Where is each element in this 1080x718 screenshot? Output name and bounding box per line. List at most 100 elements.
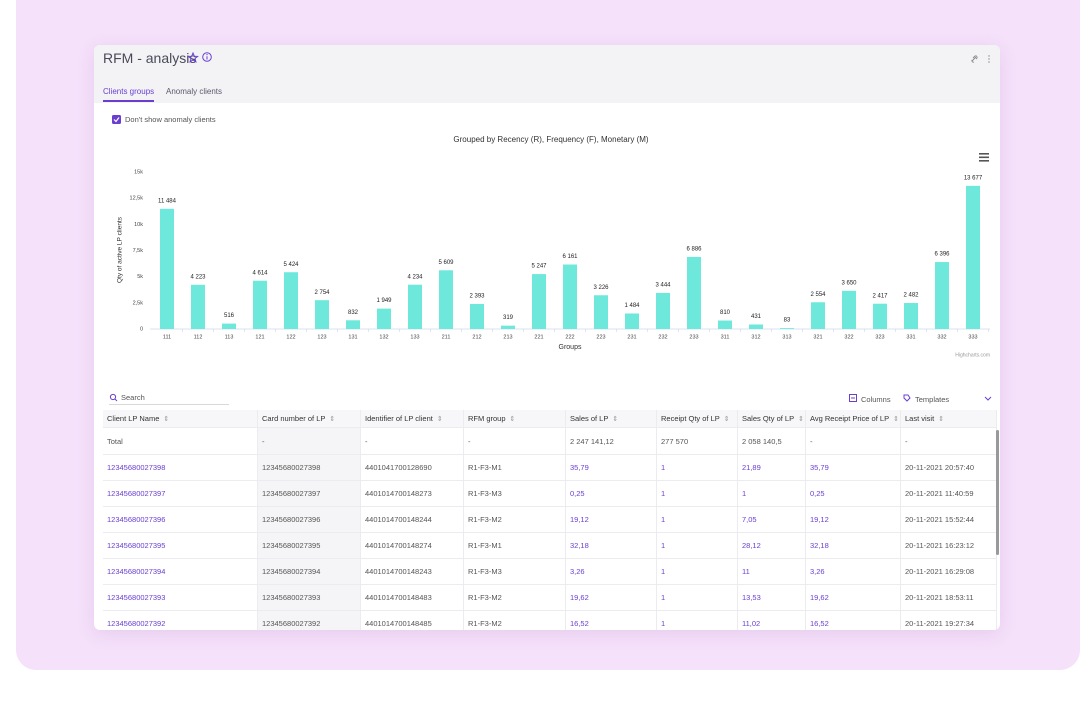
column-header[interactable]: Identifier of LP client xyxy=(361,410,464,428)
table-cell[interactable]: 12345680027395 xyxy=(103,533,258,559)
table-cell: 2 058 140,5 xyxy=(738,428,806,455)
checkbox[interactable] xyxy=(112,115,121,124)
table-cell: 12345680027396 xyxy=(258,507,361,533)
columns-button[interactable]: Columns xyxy=(861,395,891,404)
expand-icon[interactable] xyxy=(984,396,992,402)
table-cell: R1-F3-M1 xyxy=(464,533,566,559)
table-cell[interactable]: 12345680027398 xyxy=(103,455,258,481)
table-cell: 20-11-2021 20:57:40 xyxy=(901,455,997,481)
search-placeholder: Search xyxy=(121,393,145,402)
table-cell: - xyxy=(361,428,464,455)
table-cell[interactable]: 28,12 xyxy=(738,533,806,559)
table-cell[interactable]: 1 xyxy=(657,533,738,559)
table-cell: 4401014700148483 xyxy=(361,585,464,611)
card: RFM - analysis Clients groups Anomaly cl… xyxy=(94,45,1000,630)
table-cell[interactable]: 21,89 xyxy=(738,455,806,481)
table-cell: 277 570 xyxy=(657,428,738,455)
table-cell: R1-F3-M3 xyxy=(464,481,566,507)
top-bar xyxy=(94,45,1000,103)
table-cell[interactable]: 0,25 xyxy=(806,481,901,507)
table-cell[interactable]: 1 xyxy=(657,455,738,481)
tab[interactable]: Anomaly clients xyxy=(166,87,223,96)
column-header[interactable]: Sales of LP xyxy=(566,410,657,428)
page-title: RFM - analysis xyxy=(103,50,197,66)
table-cell: R1-F3-M1 xyxy=(464,455,566,481)
table-cell: R1-F3-M2 xyxy=(464,611,566,630)
table-cell: 2 247 141,12 xyxy=(566,428,657,455)
table-cell: 4401014700148485 xyxy=(361,611,464,630)
table-cell: 20-11-2021 16:29:08 xyxy=(901,559,997,585)
table-cell[interactable]: 35,79 xyxy=(806,455,901,481)
column-header[interactable]: Receipt Qty of LP xyxy=(657,410,738,428)
table-cell: 12345680027395 xyxy=(258,533,361,559)
table-cell: - xyxy=(806,428,901,455)
table-cell[interactable]: 32,18 xyxy=(566,533,657,559)
table-cell: 20-11-2021 18:53:11 xyxy=(901,585,997,611)
table-cell[interactable]: 19,62 xyxy=(806,585,901,611)
templates-button[interactable]: Templates xyxy=(915,395,950,404)
table-cell[interactable]: 12345680027396 xyxy=(103,507,258,533)
table-cell: 12345680027392 xyxy=(258,611,361,630)
table-cell: - xyxy=(901,428,997,455)
table-cell: 12345680027394 xyxy=(258,559,361,585)
table-cell[interactable]: 1 xyxy=(657,559,738,585)
table-cell[interactable]: 3,26 xyxy=(566,559,657,585)
table-cell: 4401014700148274 xyxy=(361,533,464,559)
table-cell[interactable]: 16,52 xyxy=(566,611,657,630)
table-cell[interactable]: 32,18 xyxy=(806,533,901,559)
column-header[interactable]: Client LP Name xyxy=(103,410,258,428)
table-cell[interactable]: 19,62 xyxy=(566,585,657,611)
table-cell[interactable]: 16,52 xyxy=(806,611,901,630)
table-cell[interactable]: 1 xyxy=(657,611,738,630)
table-cell: R1-F3-M3 xyxy=(464,559,566,585)
tab[interactable]: Clients groups xyxy=(103,87,155,102)
table-cell[interactable]: 1 xyxy=(657,481,738,507)
table-cell[interactable]: 19,12 xyxy=(566,507,657,533)
table-cell[interactable]: 7,05 xyxy=(738,507,806,533)
table-cell[interactable]: 12345680027397 xyxy=(103,481,258,507)
table-cell: 4401014700148244 xyxy=(361,507,464,533)
table-cell: 20-11-2021 15:52:44 xyxy=(901,507,997,533)
table-cell[interactable]: 11,02 xyxy=(738,611,806,630)
table-cell[interactable]: 0,25 xyxy=(566,481,657,507)
table-cell[interactable]: 1 xyxy=(657,507,738,533)
column-header[interactable]: Avg Receipt Price of LP xyxy=(806,410,901,428)
table-cell[interactable]: 1 xyxy=(738,481,806,507)
columns-icon xyxy=(849,394,857,402)
chart-menu[interactable] xyxy=(979,153,989,162)
search-box[interactable] xyxy=(109,393,229,405)
table-cell[interactable]: 19,12 xyxy=(806,507,901,533)
column-header[interactable]: Sales Qty of LP xyxy=(738,410,806,428)
table-cell: R1-F3-M2 xyxy=(464,507,566,533)
scrollbar[interactable] xyxy=(996,430,999,555)
table-cell[interactable]: 12345680027392 xyxy=(103,611,258,630)
table-cell: 4401041700128690 xyxy=(361,455,464,481)
table-cell[interactable]: 3,26 xyxy=(806,559,901,585)
data-table: Client LP NameCard number of LPIdentifie… xyxy=(103,410,997,630)
table-cell: 20-11-2021 16:23:12 xyxy=(901,533,997,559)
title-icons[interactable] xyxy=(188,52,214,64)
table-cell: Total xyxy=(103,428,258,455)
table-cell[interactable]: 1 xyxy=(657,585,738,611)
table-cell[interactable]: 13,53 xyxy=(738,585,806,611)
table-cell: 4401014700148273 xyxy=(361,481,464,507)
table-cell: R1-F3-M2 xyxy=(464,585,566,611)
table-cell[interactable]: 12345680027393 xyxy=(103,585,258,611)
table-cell: 12345680027398 xyxy=(258,455,361,481)
templates-icon xyxy=(903,394,911,402)
table-cell: 20-11-2021 11:40:59 xyxy=(901,481,997,507)
table-cell[interactable]: 35,79 xyxy=(566,455,657,481)
table-cell: 12345680027393 xyxy=(258,585,361,611)
column-header[interactable]: RFM group xyxy=(464,410,566,428)
table-cell: 4401014700148243 xyxy=(361,559,464,585)
checkbox-label: Don't show anomaly clients xyxy=(125,115,216,124)
table-cell[interactable]: 11 xyxy=(738,559,806,585)
column-header[interactable]: Card number of LP xyxy=(258,410,361,428)
table-cell: - xyxy=(258,428,361,455)
table-cell[interactable]: 12345680027394 xyxy=(103,559,258,585)
table-cell: - xyxy=(464,428,566,455)
column-header[interactable]: Last visit xyxy=(901,410,997,428)
table-cell: 20-11-2021 19:27:34 xyxy=(901,611,997,630)
header-actions[interactable] xyxy=(970,54,992,64)
